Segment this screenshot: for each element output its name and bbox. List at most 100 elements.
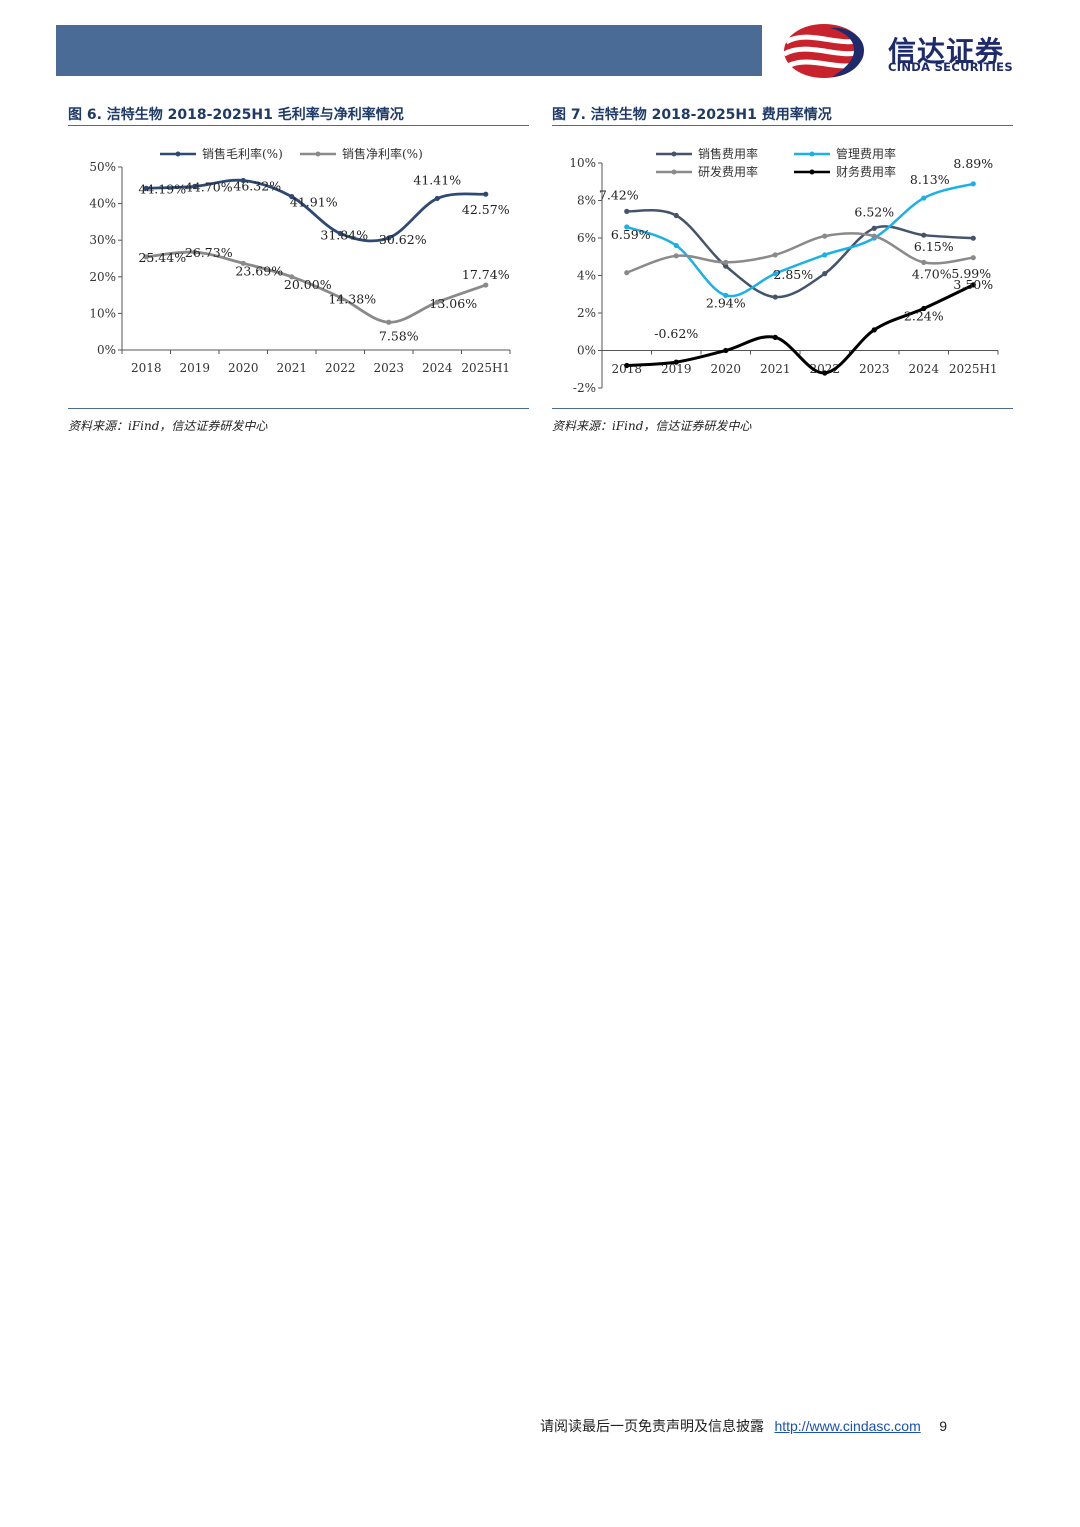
data-point — [673, 212, 679, 219]
data-label: 8.13% — [910, 172, 950, 187]
data-label: 23.69% — [235, 263, 283, 278]
data-label: 41.91% — [290, 195, 338, 210]
data-label: 4.70% — [912, 266, 952, 281]
page-number: 9 — [939, 1418, 947, 1434]
data-point — [337, 294, 343, 300]
legend-marker — [809, 151, 815, 157]
data-label: 6.59% — [611, 227, 651, 242]
series-line — [626, 182, 974, 298]
data-point — [337, 230, 343, 237]
data-label: 31.84% — [320, 227, 368, 242]
figure-7-title: 图 7. 洁特生物 2018-2025H1 费用率情况 — [552, 107, 832, 123]
y-tick-label: 30% — [89, 233, 116, 247]
data-point — [871, 225, 877, 231]
y-tick-label: 0% — [577, 344, 596, 358]
series-line — [626, 209, 974, 299]
data-point — [921, 259, 927, 265]
x-tick-label: 2020 — [228, 361, 259, 375]
data-label: 3.50% — [953, 277, 993, 292]
data-point — [289, 194, 295, 200]
data-label: 20.00% — [284, 277, 332, 292]
data-label: 14.38% — [328, 291, 376, 306]
data-point — [822, 233, 828, 239]
data-label: 7.42% — [599, 187, 639, 202]
data-label: -0.62% — [654, 326, 698, 341]
data-label: 41.41% — [413, 172, 461, 187]
y-tick-label: 40% — [89, 197, 116, 211]
data-label: 2.94% — [706, 295, 746, 310]
x-tick-label: 2024 — [422, 361, 453, 375]
series-line — [626, 283, 974, 375]
data-point — [240, 260, 246, 266]
data-point — [289, 274, 295, 280]
data-label: 7.58% — [379, 328, 419, 343]
footer-disclaimer: 请阅读最后一页免责声明及信息披露 — [540, 1419, 764, 1435]
data-point — [673, 242, 679, 249]
data-point — [673, 253, 679, 259]
data-point — [723, 259, 729, 265]
data-point — [673, 359, 679, 365]
data-point — [143, 254, 149, 260]
y-tick-label: 6% — [577, 231, 596, 245]
data-point — [143, 185, 149, 191]
y-tick-label: 10% — [89, 306, 116, 320]
x-tick-label: 2019 — [661, 362, 692, 376]
data-point — [192, 249, 198, 255]
logo-chinese-name: 信达证券 — [888, 35, 1005, 68]
x-tick-label: 2021 — [760, 362, 791, 376]
data-label: 30.62% — [379, 232, 427, 247]
legend-marker — [809, 169, 815, 175]
data-point — [624, 224, 630, 230]
legend-marker — [315, 151, 321, 157]
data-label: 2.85% — [773, 267, 813, 282]
data-point — [970, 235, 976, 241]
data-label: 46.32% — [233, 178, 281, 193]
data-point — [871, 327, 877, 333]
data-point — [871, 233, 877, 239]
y-tick-label: 8% — [577, 194, 596, 208]
data-point — [434, 299, 440, 305]
y-tick-label: 4% — [577, 269, 596, 283]
data-point — [624, 362, 630, 369]
legend-marker — [671, 151, 677, 157]
figure-6-top-rule — [68, 125, 529, 126]
data-point — [772, 294, 778, 300]
figure-7-source: 资料来源：iFind，信达证券研发中心 — [552, 419, 752, 433]
data-label: 6.15% — [914, 239, 954, 254]
figure-6-source: 资料来源：iFind，信达证券研发中心 — [68, 419, 268, 433]
figure-7-chart: -2%0%2%4%6%8%10%2018 2019 2020 2021 2022 2023… — [569, 146, 999, 395]
data-label: 26.73% — [185, 245, 233, 260]
legend-label: 销售毛利率(%) — [202, 146, 283, 161]
x-tick-label: 2019 — [179, 361, 210, 375]
data-point — [624, 208, 630, 214]
data-point — [822, 370, 828, 376]
x-tick-label: 2021 — [276, 361, 307, 375]
data-point — [970, 282, 976, 288]
x-tick-label: 2022 — [325, 361, 356, 375]
data-label: 44.70% — [185, 179, 233, 194]
x-tick-label: 2020 — [710, 362, 741, 376]
legend-label: 销售费用率 — [698, 146, 758, 161]
y-tick-label: 20% — [89, 270, 116, 284]
data-label: 42.57% — [462, 202, 510, 217]
data-point — [723, 263, 729, 269]
data-point — [723, 292, 729, 298]
data-label: 8.89% — [953, 156, 993, 171]
data-label: 2.24% — [904, 309, 944, 324]
legend-label: 研发费用率 — [698, 164, 758, 179]
legend-label: 销售净利率(%) — [342, 146, 423, 161]
data-point — [240, 177, 246, 184]
series-line — [146, 250, 487, 324]
legend-label: 财务费用率 — [836, 164, 896, 179]
data-point — [921, 305, 927, 312]
cinda-logo-icon — [782, 24, 868, 78]
data-point — [624, 270, 630, 276]
footer-website-link[interactable]: http://www.cindasc.com — [774, 1418, 921, 1434]
data-point — [970, 255, 976, 261]
legend-label: 管理费用率 — [836, 146, 896, 161]
y-tick-label: 0% — [97, 343, 116, 357]
data-point — [772, 252, 778, 258]
data-point — [970, 181, 976, 187]
y-tick-label: 10% — [569, 156, 596, 170]
legend-marker — [175, 151, 181, 157]
